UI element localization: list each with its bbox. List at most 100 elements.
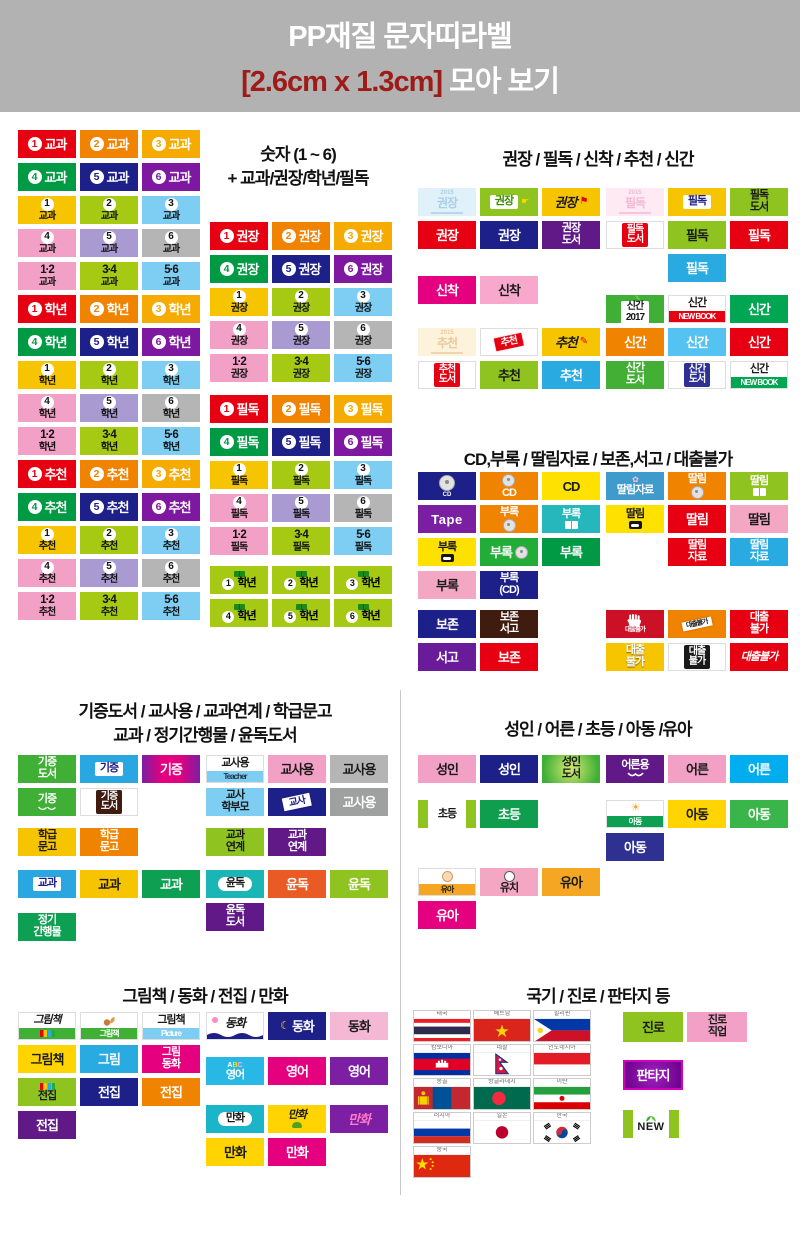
flag-icon: ⚑	[579, 196, 588, 207]
label-학년: 3 학년	[142, 295, 200, 323]
label-교사-학부모: 교사 학부모	[206, 788, 264, 816]
label-추천: 2015 추천	[418, 328, 476, 356]
group-mustread-numbers: 1 필독 2 필독 3 필독 4 필독 5 필독 6 필독 1 필독 2 필독 3 필독 4 필독 5 필독 6 필독 1·2 필…	[210, 395, 392, 555]
label-학년: 5·6 학년	[142, 427, 200, 455]
label-기증: 기증	[80, 755, 138, 783]
label-유치: 유치	[480, 868, 538, 896]
cd-icon	[439, 474, 455, 491]
label-신간: 신간	[606, 328, 664, 356]
label-대출불가: 대출불가	[668, 610, 726, 638]
label-판타지: 판타지	[623, 1060, 683, 1090]
label-필독: 6 필독	[334, 428, 392, 456]
label-동화: ☾ 동화	[268, 1012, 326, 1040]
group-picture-books: 그림책 그림책 그림책 Picture 그림책 그림 그림 동화 전집 전집 전집 전집	[18, 1012, 200, 1139]
flag-ru-icon	[414, 1121, 470, 1143]
group-english: A B C 영어 영어 영어	[206, 1057, 388, 1085]
label-필독: 필독	[668, 254, 726, 282]
flag-kr-icon	[534, 1121, 590, 1143]
label-중국: 중국	[413, 1146, 471, 1178]
label-성인-도서: 성인 도서	[542, 755, 600, 783]
group-new-label: NEW	[623, 1110, 679, 1138]
label-필독: 1 필독	[210, 461, 268, 489]
label-추천: 6 추천	[142, 493, 200, 521]
country-name: 이란	[534, 1079, 590, 1088]
label-인도네시아: 인도네시아	[533, 1044, 591, 1076]
label-교과-연계: 교과 연계	[268, 828, 326, 856]
label-교과: 교과	[18, 870, 76, 898]
sun-icon: ☀	[630, 802, 641, 814]
group-suggested-numbers: 1 권장 2 권장 3 권장 4 권장 5 권장 6 권장 1 권장 2 권장 3 권장 4 권장 5 권장 6 권장 1·2 권…	[210, 222, 392, 382]
label-권장: 6 권장	[334, 255, 392, 283]
flag-mn-icon	[414, 1087, 470, 1109]
subtitle-suffix: 모아 보기	[442, 65, 560, 98]
label-윤독: 윤독	[206, 870, 264, 898]
label-전집: 전집	[18, 1111, 76, 1139]
section-title-numbers: 숫자 (1 ~ 6) + 교과/권장/학년/필독	[227, 145, 370, 188]
label-CD: CD	[418, 472, 476, 500]
label-교과: 1·2 교과	[18, 262, 76, 290]
label-서고: 서고	[418, 643, 476, 671]
label-아동: 아동	[668, 800, 726, 828]
label-부록: 부록	[418, 538, 476, 566]
label-부록: 부록	[480, 505, 538, 533]
disc-icon	[502, 518, 516, 532]
open-book-icon	[626, 772, 644, 777]
country-name: 인도네시아	[534, 1045, 590, 1054]
label-교과: 5 교과	[80, 229, 138, 257]
mermaid-icon	[212, 1017, 218, 1023]
label-윤독: 윤독	[268, 870, 326, 898]
label-교사용: 교사용	[268, 755, 326, 783]
group-cd-appendix: CD CD CD Tape 부록 부록 부록 부록 부록 부록 부록 (CD)	[418, 472, 600, 599]
label-추천: 3 추천	[142, 526, 200, 554]
group-toddler: 유아 유치 유아 유아	[418, 868, 600, 929]
label-학년: 5 학년	[80, 328, 138, 356]
label-대출-불가: 대출 불가	[606, 643, 664, 671]
label-그림-동화: 그림 동화	[142, 1045, 200, 1073]
label-NEW: NEW	[623, 1110, 679, 1138]
label-교과: 5 교과	[80, 163, 138, 191]
label-어른: 어른	[730, 755, 788, 783]
label-필독: 4 필독	[210, 428, 268, 456]
label-만화: 만화	[268, 1138, 326, 1166]
label-추천: 1·2 추천	[18, 592, 76, 620]
label-권장-도서: 권장 도서	[542, 221, 600, 249]
group-reading-circle-books: 윤독 도서	[206, 903, 264, 931]
group-new-books: 신간 2017 신간 NEW BOOK 신간 신간 신간 신간 신간 도서 신간 도서 신간 NEW BO…	[606, 295, 788, 389]
label-영어: 영어	[330, 1057, 388, 1085]
label-필독: 5 필독	[272, 494, 330, 522]
label-그림: 그림	[80, 1045, 138, 1073]
label-Tape: Tape	[418, 505, 476, 533]
section-title-people: 성인 / 어른 / 초등 / 아동 /유아	[504, 720, 692, 739]
label-딸림: 딸림	[730, 472, 788, 500]
label-기증: 기증	[18, 788, 76, 816]
label-교과: 3·4 교과	[80, 262, 138, 290]
label-추천: 2 추천	[80, 460, 138, 488]
hand-icon: ☛	[521, 196, 529, 207]
label-신간: 신간 NEW BOOK	[730, 361, 788, 389]
group-teacher-use: 교사용 Teacher 교사용 교사용 교사 학부모 교사 교사용	[206, 755, 388, 816]
pencil-icon: ✎	[579, 336, 588, 347]
label-필독: 2 필독	[272, 395, 330, 423]
group-periodicals: 정기 간행물	[18, 913, 76, 941]
country-name: 방글라데시	[474, 1079, 530, 1088]
label-sun: ☀ 아동	[606, 800, 664, 828]
label-기증-도서: 기증 도서	[18, 755, 76, 783]
label-유아: 유아	[418, 901, 476, 929]
label-권장: 1 권장	[210, 222, 268, 250]
group-children: ☀ 아동 아동 아동 아동	[606, 800, 788, 861]
label-신간-2017: 신간 2017	[606, 295, 664, 323]
group-curriculum-linked: 교과 연계 교과 연계	[206, 828, 326, 856]
label-신간: 신간	[730, 328, 788, 356]
label-딸림: 딸림	[668, 472, 726, 500]
books-icon	[39, 1030, 55, 1037]
label-권장: 5 권장	[272, 321, 330, 349]
group-adult: 성인 성인 성인 도서	[418, 755, 600, 783]
label-태국: 태국	[413, 1010, 471, 1042]
group-subject-row: 교과 교과 교과	[18, 870, 200, 898]
label-교과: 2 교과	[80, 196, 138, 224]
label-아동: 아동	[730, 800, 788, 828]
group-no-loan: 대출불가 대출불가 대출 불가 대출 불가 대출 불가 대출불가	[606, 610, 788, 671]
label-추천: 1 추천	[18, 460, 76, 488]
label-추천: 1 추천	[18, 526, 76, 554]
